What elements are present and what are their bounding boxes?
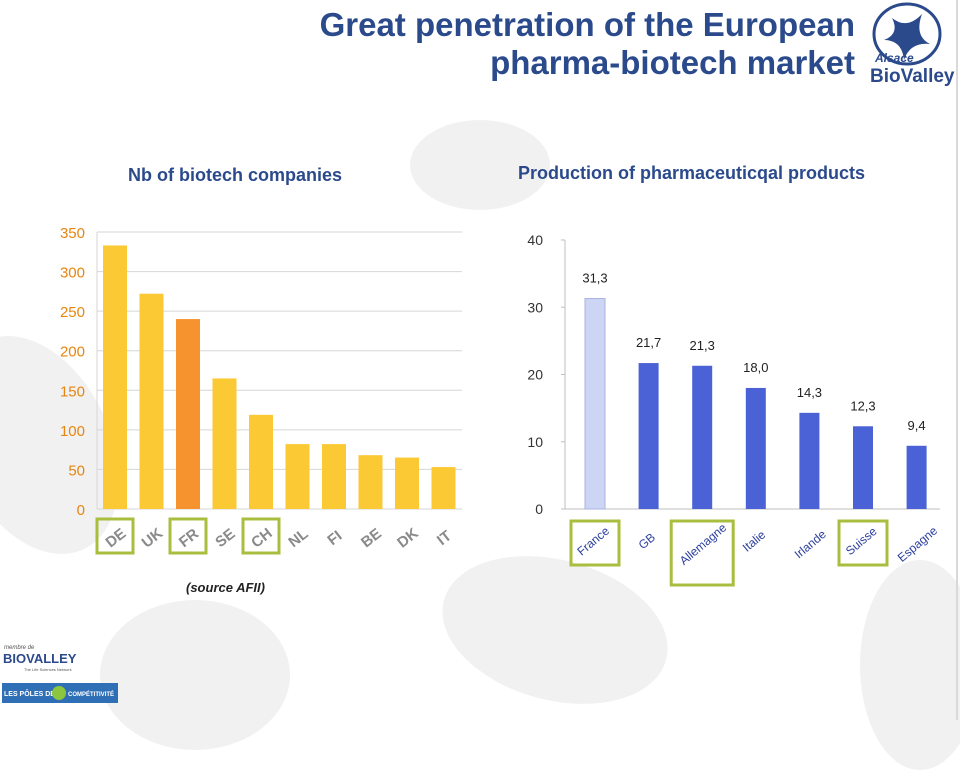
- highlight-box: [569, 519, 621, 567]
- bar: [176, 319, 200, 509]
- logo-alsace-text: Alsace: [874, 51, 914, 65]
- pharma-production-chart: 0 10 20 30 40 31,3 France 21,7 GB 21,3 Allemagne 18…: [527, 232, 941, 587]
- x-tick-label: IT: [434, 527, 455, 549]
- highlight-box: [168, 517, 208, 555]
- bar: [638, 363, 659, 509]
- logo-biovalley-text: BioValley: [870, 66, 955, 87]
- biotech-companies-chart: 0 50 100 150 200 250 300 350 DE UK FR SE CH NL FI BE DK I…: [60, 225, 462, 555]
- x-tick-label: Irlande: [792, 527, 829, 562]
- bar: [853, 426, 873, 509]
- highlight-box: [837, 519, 889, 567]
- membre-de-text: membre de: [4, 645, 35, 651]
- highlight-box: [241, 517, 281, 555]
- y-tick-label: 30: [527, 299, 543, 315]
- x-tick-label: Allemagne: [677, 520, 730, 567]
- y-tick-label: 250: [60, 304, 85, 321]
- page-title: Great penetration of the European pharma…: [200, 6, 855, 82]
- bar: [799, 412, 820, 509]
- chart1-title: Nb of biotech companies: [128, 165, 343, 185]
- y-tick-label: 200: [60, 344, 85, 361]
- poles-competitivite-logo: LES PÔLES DE COMPÉTITIVITÉ: [2, 683, 118, 703]
- x-tick-label: Italie: [740, 527, 769, 554]
- source-note: (source AFII): [186, 580, 265, 595]
- x-tick-label: France: [574, 524, 612, 559]
- x-tick-label: SE: [212, 525, 238, 551]
- data-label: 18,0: [743, 360, 768, 375]
- y-tick-label: 50: [68, 462, 85, 479]
- highlight-box: [95, 517, 135, 555]
- bar: [358, 455, 383, 509]
- competitivite-text: COMPÉTITIVITÉ: [68, 690, 114, 698]
- x-tick-label: DK: [394, 525, 422, 552]
- chart2-title: Production of pharmaceuticqal products: [518, 163, 866, 183]
- x-tick-label: UK: [139, 525, 167, 552]
- x-tick-label: Suisse: [843, 524, 880, 558]
- data-label: 9,4: [908, 418, 926, 433]
- bar: [395, 457, 419, 509]
- x-tick-label: BE: [358, 525, 385, 551]
- background-petal: [410, 120, 550, 210]
- data-label: 31,3: [582, 271, 607, 286]
- y-tick-label: 100: [60, 423, 85, 440]
- alsace-biovalley-logo: Alsace BioValley: [870, 2, 955, 87]
- y-tick-label: 10: [527, 434, 543, 450]
- bar: [103, 245, 127, 509]
- x-tick-label: CH: [248, 525, 276, 552]
- biovalley-flower-mark: [884, 14, 930, 60]
- bar: [249, 414, 273, 509]
- x-tick-label: FI: [324, 527, 345, 549]
- x-tick-label: FR: [176, 525, 202, 551]
- bar: [906, 445, 927, 509]
- bar: [285, 444, 310, 509]
- footer-biovalley-text: BIOVALLEY: [3, 651, 77, 666]
- bar: [692, 365, 713, 509]
- y-tick-label: 0: [77, 502, 85, 519]
- right-edge-rule: [956, 0, 958, 720]
- page-title-line-2: pharma-biotech market: [490, 44, 855, 81]
- y-tick-label: 0: [535, 501, 543, 517]
- highlight-box: [669, 519, 735, 587]
- x-tick-label: GB: [636, 530, 658, 552]
- bar: [431, 467, 456, 509]
- membre-biovalley-logo: membre de BIOVALLEY The Life Sciences Ne…: [3, 645, 77, 672]
- bar: [584, 298, 606, 510]
- x-tick-label: Espagne: [895, 523, 941, 564]
- y-tick-label: 300: [60, 265, 85, 282]
- y-tick-label: 350: [60, 225, 85, 242]
- page-title-line-1: Great penetration of the European: [319, 6, 855, 43]
- y-tick-label: 20: [527, 367, 543, 383]
- bar: [139, 293, 164, 509]
- poles-logo-mark: [52, 686, 66, 700]
- data-label: 21,7: [636, 335, 661, 350]
- bar: [745, 387, 766, 509]
- data-label: 14,3: [797, 385, 822, 400]
- bar: [322, 444, 346, 509]
- data-label: 12,3: [850, 398, 875, 413]
- x-tick-label: DE: [102, 525, 129, 551]
- bar: [212, 378, 237, 509]
- x-tick-label: NL: [285, 525, 311, 551]
- background-petal: [100, 600, 290, 750]
- poles-text: LES PÔLES DE: [4, 689, 55, 698]
- y-tick-label: 40: [527, 232, 543, 248]
- data-label: 21,3: [690, 338, 715, 353]
- y-tick-label: 150: [60, 383, 85, 400]
- footer-tagline-text: The Life Sciences Network: [24, 667, 72, 672]
